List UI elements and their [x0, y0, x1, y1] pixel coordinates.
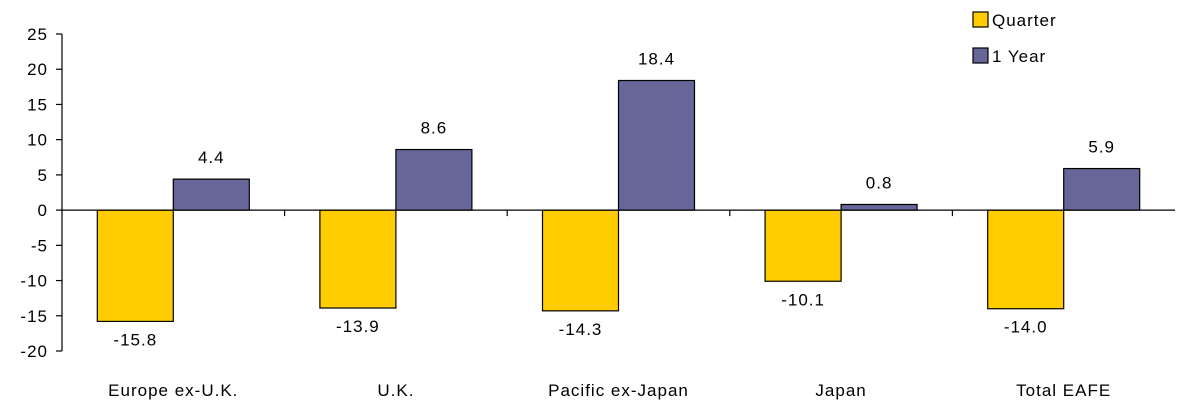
quarter-bar	[96, 209, 174, 323]
quarter-bar	[987, 209, 1065, 310]
x-category-label: Japan	[815, 381, 866, 400]
one-year-bar	[172, 178, 250, 211]
one-year-value-label: 0.8	[866, 173, 893, 192]
bars	[96, 79, 1141, 323]
legend-label: 1 Year	[992, 47, 1046, 66]
y-tick-label: 10	[27, 131, 48, 150]
one-year-bar	[395, 148, 473, 211]
y-tick-label: -20	[20, 342, 48, 361]
y-tick-label: 25	[27, 25, 48, 44]
quarter-value-label: -10.1	[781, 290, 825, 309]
legend-label: Quarter	[992, 11, 1057, 30]
y-axis: -20 -15 -10 -5 0 5 10 15 20 25	[20, 25, 63, 361]
y-tick-label: -5	[31, 236, 48, 255]
legend: Quarter 1 Year	[972, 11, 1057, 66]
x-category-label: Pacific ex-Japan	[548, 381, 689, 400]
one-year-value-label: 18.4	[638, 49, 675, 68]
y-tick-label: 0	[38, 201, 48, 220]
one-year-bar	[617, 79, 696, 211]
x-axis: Europe ex-U.K. U.K. Pacific ex-Japan Japan T…	[62, 209, 1175, 400]
y-tick-label: 20	[27, 60, 48, 79]
one-year-bar	[1063, 167, 1141, 211]
quarter-bar	[764, 209, 842, 282]
y-tick-label: 5	[38, 166, 48, 185]
quarter-value-label: -14.0	[1004, 318, 1048, 337]
one-year-value-label: 5.9	[1088, 138, 1115, 157]
quarter-value-label: -14.3	[559, 320, 603, 339]
y-tick-label: 15	[27, 95, 48, 114]
quarter-bar	[541, 209, 620, 312]
legend-swatch	[972, 11, 989, 28]
one-year-value-label: 8.6	[421, 119, 448, 138]
y-tick-label: -15	[20, 307, 48, 326]
one-year-bar	[840, 203, 918, 211]
data-labels: -15.8 4.4 -13.9 8.6 -14.3 18.4 -10.1 0.8 -14.0 5.…	[113, 49, 1115, 349]
x-category-label: U.K.	[377, 381, 414, 400]
legend-swatch	[972, 47, 989, 64]
quarter-value-label: -15.8	[113, 330, 157, 349]
quarter-value-label: -13.9	[336, 317, 380, 336]
x-category-label: Total EAFE	[1016, 381, 1111, 400]
quarter-bar	[319, 209, 397, 309]
x-category-label: Europe ex-U.K.	[108, 381, 238, 400]
one-year-value-label: 4.4	[198, 148, 225, 167]
y-tick-label: -10	[20, 272, 48, 291]
